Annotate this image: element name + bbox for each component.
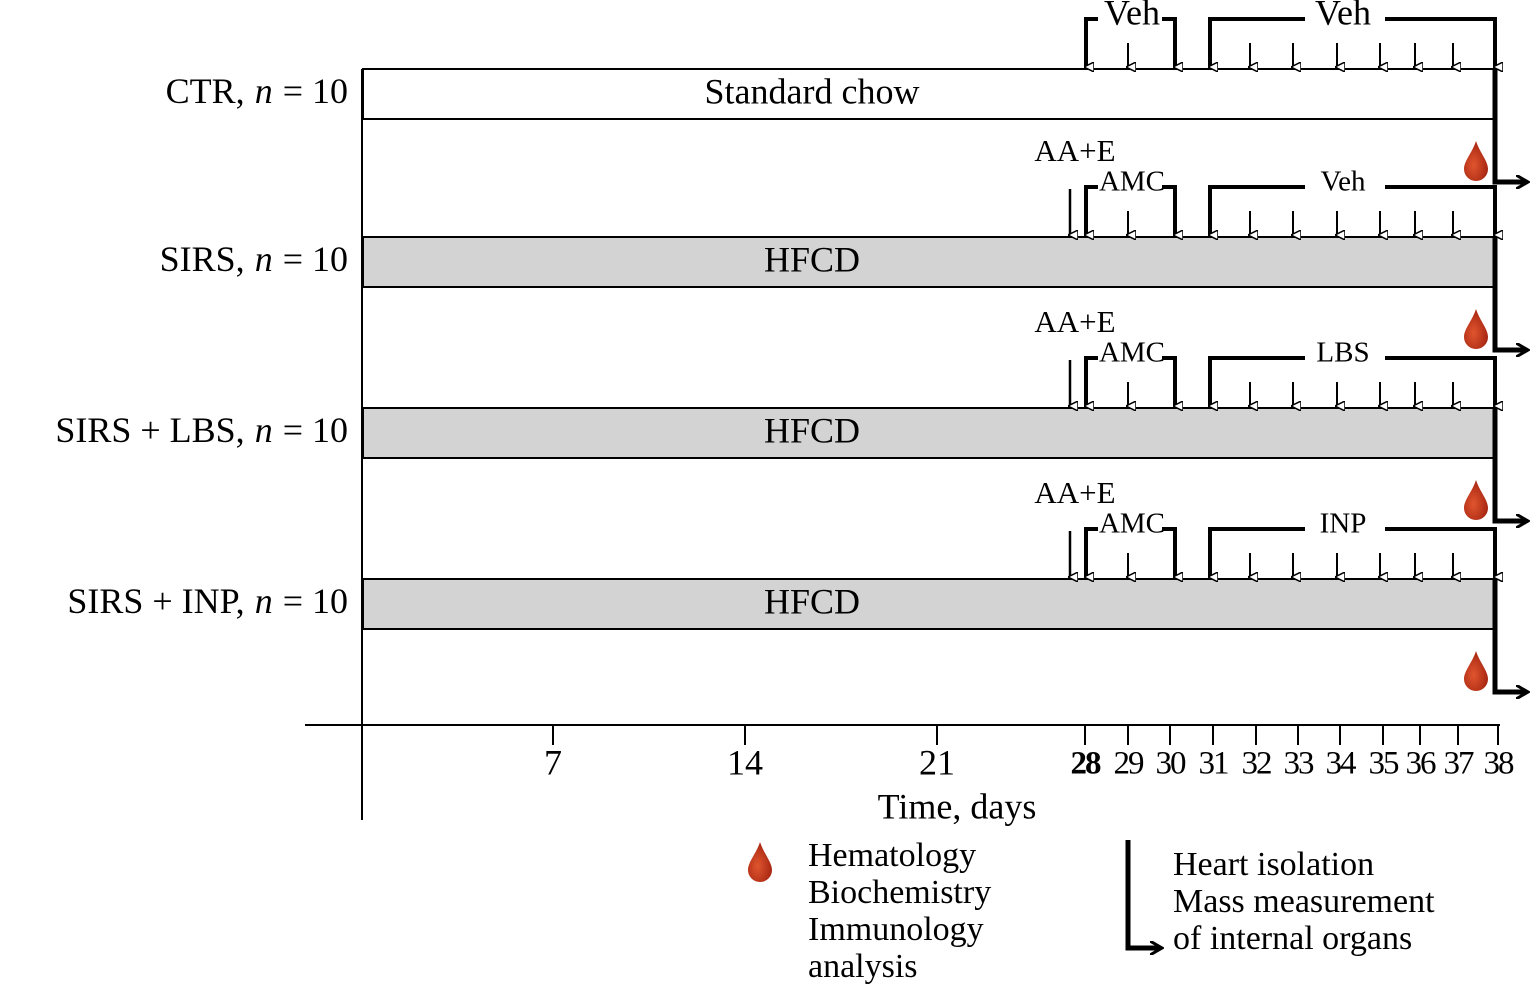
induction-label: AA+E — [1034, 475, 1115, 510]
agent-label: Veh — [1320, 166, 1366, 198]
bracket — [1084, 356, 1098, 406]
blood-drop-icon — [1464, 480, 1488, 520]
group-name: SIRS + LBS, — [55, 410, 244, 450]
group-label: SIRS + INP, n = 10 — [67, 581, 348, 621]
diet-label: HFCD — [764, 239, 860, 279]
bracket — [1162, 527, 1175, 577]
group-count: = 10 — [283, 239, 348, 279]
blood-drop-icon — [1464, 141, 1488, 181]
bracket — [1125, 840, 1160, 948]
group-var: n — [255, 581, 273, 621]
legend-text: Heart isolation — [1173, 846, 1374, 883]
legend-text: Immunology — [808, 911, 984, 948]
tick-label: 35 — [1369, 746, 1400, 782]
diet-bar — [362, 407, 1496, 459]
agent-label: AMC — [1099, 508, 1165, 540]
bracket — [1084, 527, 1098, 577]
tick-label: 7 — [544, 742, 562, 782]
tick-label: 37 — [1444, 746, 1475, 782]
bracket — [1385, 356, 1495, 406]
blood-drop-icon — [1464, 651, 1488, 691]
group-name: SIRS, — [160, 239, 245, 279]
agent-label: Veh — [1104, 0, 1160, 32]
tick-label: 38 — [1484, 746, 1515, 782]
tick-label: 32 — [1242, 746, 1272, 782]
blood-drop-icon — [1464, 309, 1488, 349]
tick-label: 31 — [1199, 746, 1229, 782]
group-var: n — [255, 239, 273, 279]
induction-label: AA+E — [1034, 304, 1115, 339]
diet-bar — [362, 578, 1496, 630]
diet-label: Standard chow — [705, 71, 920, 111]
diet-bar — [362, 68, 1496, 120]
group-count: = 10 — [283, 581, 348, 621]
legend-text: Hematology — [808, 837, 976, 874]
bracket — [1208, 185, 1305, 235]
diet-label: HFCD — [764, 410, 860, 450]
group-name: SIRS + INP, — [67, 581, 244, 621]
tick-label: 28 — [1071, 746, 1102, 782]
bracket — [1208, 527, 1305, 577]
bracket — [1492, 237, 1526, 350]
axis-label: Time, days — [878, 786, 1037, 826]
bracket — [1208, 17, 1305, 67]
tick-label: 33 — [1284, 746, 1315, 782]
bracket — [1385, 527, 1495, 577]
bracket — [1084, 17, 1098, 67]
bracket — [1492, 579, 1526, 692]
agent-label: Veh — [1315, 0, 1371, 32]
bracket — [1208, 356, 1305, 406]
diet-label: HFCD — [764, 581, 860, 621]
group-count: = 10 — [283, 410, 348, 450]
bracket — [1385, 17, 1495, 67]
bracket — [1084, 185, 1098, 235]
tick-label: 21 — [919, 742, 955, 782]
bracket — [1162, 356, 1175, 406]
bracket — [1492, 69, 1526, 182]
bracket — [1162, 17, 1175, 67]
blood-drop-icon — [748, 842, 772, 882]
legend-text: of internal organs — [1173, 920, 1412, 957]
bracket — [1385, 185, 1495, 235]
induction-label: AA+E — [1034, 133, 1115, 168]
agent-label: INP — [1320, 508, 1367, 540]
group-count: = 10 — [283, 71, 348, 111]
tick-label: 30 — [1156, 746, 1187, 782]
group-label: CTR, n = 10 — [166, 71, 348, 111]
tick-label: 36 — [1406, 746, 1437, 782]
group-var: n — [255, 410, 273, 450]
legend-text: analysis — [808, 948, 918, 985]
agent-label: AMC — [1099, 337, 1165, 369]
tick-label: 14 — [727, 742, 763, 782]
group-name: CTR, — [166, 71, 245, 111]
tick-label: 34 — [1326, 746, 1357, 782]
group-var: n — [255, 71, 273, 111]
group-label: SIRS, n = 10 — [160, 239, 348, 279]
agent-label: AMC — [1099, 166, 1165, 198]
bracket — [1492, 408, 1526, 521]
tick-label: 29 — [1114, 746, 1145, 782]
legend-text: Biochemistry — [808, 874, 991, 911]
bracket — [1162, 185, 1175, 235]
diet-bar — [362, 236, 1496, 288]
agent-label: LBS — [1316, 337, 1369, 369]
group-label: SIRS + LBS, n = 10 — [55, 410, 348, 450]
legend-text: Mass measurement — [1173, 883, 1435, 920]
